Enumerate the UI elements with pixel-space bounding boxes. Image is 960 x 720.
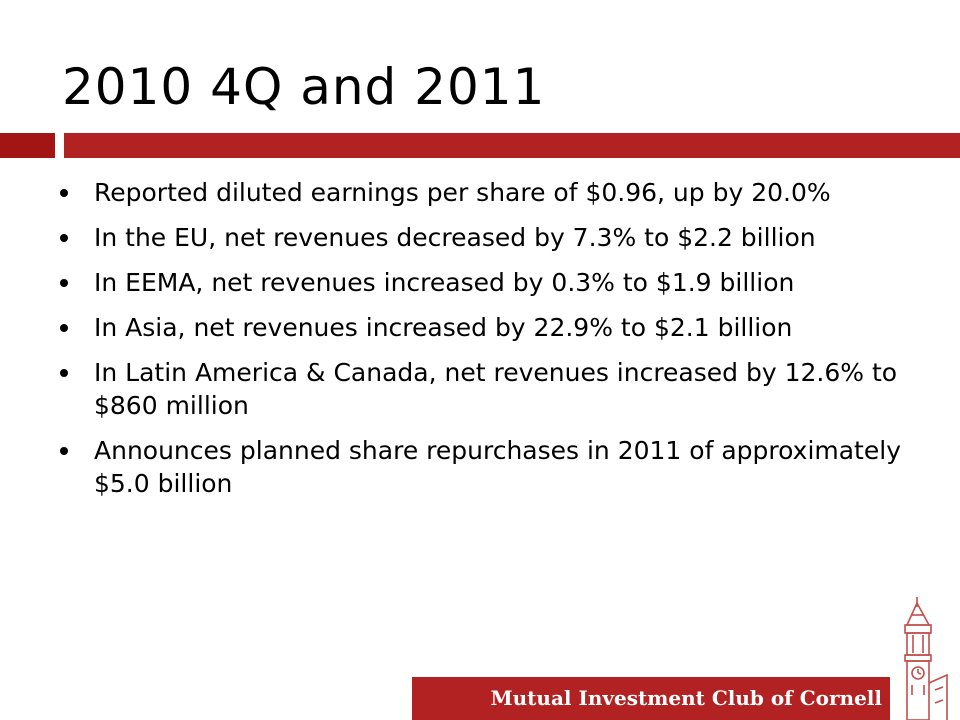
bullet-item: Reported diluted earnings per share of $… bbox=[60, 176, 920, 209]
title-rule-right bbox=[64, 133, 960, 158]
bullet-text: Reported diluted earnings per share of $… bbox=[94, 178, 831, 207]
bullet-dot bbox=[60, 447, 68, 455]
bullet-dot bbox=[60, 369, 68, 377]
bullet-dot bbox=[60, 234, 68, 242]
bullet-item: In the EU, net revenues decreased by 7.3… bbox=[60, 221, 920, 254]
bullet-text: In Asia, net revenues increased by 22.9%… bbox=[94, 313, 793, 342]
slide-title: 2010 4Q and 2011 bbox=[62, 58, 546, 116]
bullet-dot bbox=[60, 279, 68, 287]
bullet-text: Announces planned share repurchases in 2… bbox=[94, 436, 901, 498]
bullet-item: In Latin America & Canada, net revenues … bbox=[60, 356, 920, 422]
bullet-text: In EEMA, net revenues increased by 0.3% … bbox=[94, 268, 795, 297]
footer-org-name: Mutual Investment Club of Cornell bbox=[490, 686, 882, 710]
footer-banner: Mutual Investment Club of Cornell bbox=[412, 677, 890, 720]
bullet-item: In EEMA, net revenues increased by 0.3% … bbox=[60, 266, 920, 299]
bullet-text: In Latin America & Canada, net revenues … bbox=[94, 358, 898, 420]
clock-tower-icon bbox=[904, 597, 948, 720]
bullet-item: In Asia, net revenues increased by 22.9%… bbox=[60, 311, 920, 344]
bullet-text: In the EU, net revenues decreased by 7.3… bbox=[94, 223, 816, 252]
title-rule-left bbox=[0, 133, 55, 158]
bullet-list: Reported diluted earnings per share of $… bbox=[60, 176, 920, 512]
bullet-dot bbox=[60, 324, 68, 332]
bullet-item: Announces planned share repurchases in 2… bbox=[60, 434, 920, 500]
bullet-dot bbox=[60, 189, 68, 197]
